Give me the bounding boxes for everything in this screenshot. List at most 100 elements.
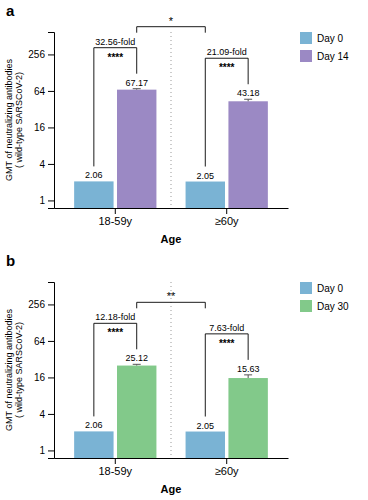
y-tick-label: 4 bbox=[39, 159, 45, 170]
data-label: 2.05 bbox=[197, 171, 215, 181]
x-tick-mark bbox=[115, 208, 116, 214]
data-label: 43.18 bbox=[237, 88, 260, 98]
y-tick-label: 64 bbox=[34, 86, 46, 97]
marks bbox=[74, 89, 268, 208]
data-label: 2.05 bbox=[197, 421, 215, 431]
legend-item: Day 0 bbox=[300, 282, 344, 294]
x-axis-line bbox=[55, 208, 289, 209]
y-tick: 64 bbox=[34, 336, 54, 347]
y-axis: 1 4 16 64 256 bbox=[28, 33, 54, 209]
between-bracket bbox=[137, 302, 206, 308]
bar bbox=[117, 366, 156, 458]
y-axis: 141664256 bbox=[28, 283, 54, 459]
y-tick: 4 bbox=[39, 159, 54, 170]
x-tick: ≥60y bbox=[215, 458, 239, 477]
y-axis-title: GMT of neutralizing antibodies( wild-typ… bbox=[4, 59, 24, 181]
x-axis-title: Age bbox=[161, 233, 182, 245]
chart-root: 1 4 16 64 256 18-59y ≥60y 2.06 2.05 67.17 43.18 32.… bbox=[0, 0, 368, 500]
fold-label: 21.09-fold bbox=[207, 47, 247, 57]
x-tick-mark bbox=[226, 208, 227, 214]
y-tick: 16 bbox=[34, 122, 54, 133]
x-tick-label: 18-59y bbox=[98, 215, 132, 227]
legend-label: Day 30 bbox=[317, 301, 349, 312]
error-bar bbox=[244, 375, 252, 378]
y-tick-label: 4 bbox=[39, 409, 45, 420]
bar bbox=[186, 432, 225, 458]
bar bbox=[228, 378, 267, 458]
between-significance: ** bbox=[167, 290, 176, 302]
y-tick: 256 bbox=[28, 49, 54, 60]
y-tick: 16 bbox=[34, 372, 54, 383]
plot-area: 1 4 16 64 256 18-59y ≥60y 2.06 2.05 67.17 43.18 32.… bbox=[28, 15, 288, 227]
marks bbox=[74, 364, 268, 458]
significance-stars: **** bbox=[219, 62, 235, 73]
x-tick-label: ≥60y bbox=[215, 215, 239, 227]
between-bracket bbox=[137, 27, 206, 33]
y-axis-line bbox=[48, 283, 55, 459]
y-tick-mark bbox=[48, 414, 54, 415]
panel: 14166425618-59y≥60y2.062.0525.1215.6312.… bbox=[4, 252, 349, 495]
significance-bracket bbox=[205, 334, 248, 417]
between-significance: * bbox=[169, 15, 174, 27]
fold-label: 7.63-fold bbox=[209, 323, 244, 333]
y-tick-label: 16 bbox=[34, 372, 46, 383]
data-label: 2.06 bbox=[85, 170, 103, 180]
y-tick-mark bbox=[48, 54, 54, 55]
y-axis-title: GMT of neutralizing antibodies( wild-typ… bbox=[4, 309, 24, 431]
x-axis-title: Age bbox=[161, 483, 182, 495]
y-tick-mark bbox=[48, 304, 54, 305]
plot-area: 14166425618-59y≥60y2.062.0525.1215.6312.… bbox=[28, 282, 288, 477]
x-tick-label: ≥60y bbox=[215, 465, 239, 477]
x-axis: 18-59y ≥60y bbox=[55, 208, 289, 227]
legend-item: Day 14 bbox=[300, 50, 349, 62]
legend-label: Day 0 bbox=[317, 33, 344, 44]
legend-swatch bbox=[300, 32, 312, 44]
x-axis: 18-59y ≥60y bbox=[55, 458, 289, 477]
bar bbox=[186, 182, 225, 208]
group-separator bbox=[171, 32, 172, 208]
legend-item: Day 30 bbox=[300, 300, 349, 312]
fold-label: 32.56-fold bbox=[95, 37, 135, 47]
y-tick: 256 bbox=[28, 299, 54, 310]
annotations-layer: 2.062.0525.1215.6312.18-fold****7.63-fol… bbox=[85, 290, 259, 430]
x-tick-label: 18-59y bbox=[98, 465, 132, 477]
y-tick-mark bbox=[48, 127, 54, 128]
x-tick: ≥60y bbox=[215, 208, 239, 227]
bar bbox=[74, 431, 113, 458]
legend-label: Day 14 bbox=[317, 51, 349, 62]
y-tick-label: 16 bbox=[34, 122, 46, 133]
legend: Day 0 Day 30 bbox=[300, 282, 349, 312]
series bbox=[117, 364, 268, 458]
x-tick: 18-59y bbox=[98, 458, 132, 477]
error-bar bbox=[133, 364, 141, 365]
y-tick-mark bbox=[48, 341, 54, 342]
y-tick-mark bbox=[48, 377, 54, 378]
legend-swatch bbox=[300, 50, 312, 62]
y-tick-mark bbox=[48, 164, 54, 165]
significance-bracket bbox=[94, 48, 137, 167]
bar bbox=[74, 181, 113, 208]
y-tick: 4 bbox=[39, 409, 54, 420]
data-label: 25.12 bbox=[125, 353, 148, 363]
y-tick: 1 bbox=[39, 195, 54, 206]
data-label: 67.17 bbox=[125, 78, 148, 88]
significance-bracket bbox=[94, 323, 137, 416]
legend-swatch bbox=[300, 300, 312, 312]
x-axis-line bbox=[55, 458, 289, 459]
y-tick-mark bbox=[48, 200, 54, 201]
x-tick-mark bbox=[226, 458, 227, 464]
significance-stars: **** bbox=[219, 338, 235, 349]
series bbox=[117, 89, 268, 208]
fold-label: 12.18-fold bbox=[95, 312, 135, 322]
y-axis-line bbox=[48, 33, 55, 209]
panel-label: b bbox=[6, 252, 15, 269]
y-tick-mark bbox=[48, 91, 54, 92]
legend-item: Day 0 bbox=[300, 32, 344, 44]
error-bar bbox=[133, 88, 141, 90]
error-bar bbox=[244, 99, 252, 101]
significance-bracket bbox=[205, 58, 248, 166]
y-tick-label: 64 bbox=[34, 336, 46, 347]
x-tick-mark bbox=[115, 458, 116, 464]
y-tick: 64 bbox=[34, 86, 54, 97]
bar bbox=[117, 90, 156, 208]
